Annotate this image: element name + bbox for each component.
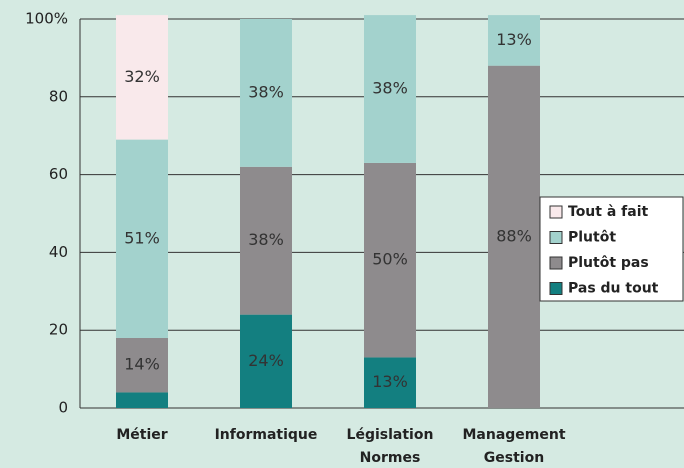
x-tick-line: Métier xyxy=(116,427,167,443)
legend-swatch xyxy=(549,205,563,219)
legend-box xyxy=(539,196,684,302)
x-tick-label: Management Gestion xyxy=(462,427,565,466)
bar-segment xyxy=(364,162,416,358)
legend-label: Plutôt xyxy=(568,230,616,246)
y-tick-label: 0 xyxy=(58,399,68,417)
legend-label: Tout à fait xyxy=(568,204,649,220)
legend-swatch xyxy=(549,282,563,295)
data-label: 24% xyxy=(248,351,284,370)
bar-segment xyxy=(240,166,292,315)
legend-label: Plutôt pas xyxy=(568,255,649,271)
data-label: 13% xyxy=(372,372,408,391)
x-tick-line: Législation xyxy=(347,427,434,443)
bar-segment xyxy=(364,15,416,163)
bar-segment xyxy=(364,357,416,408)
bar-segment xyxy=(488,65,540,409)
y-tick-label: 20 xyxy=(49,321,68,339)
bar-segment xyxy=(116,337,168,393)
data-label: 38% xyxy=(372,79,408,98)
legend-label: Pas du tout xyxy=(568,281,659,297)
x-tick-label: Informatique xyxy=(215,427,318,443)
data-label: 14% xyxy=(124,355,160,374)
data-label: 38% xyxy=(248,230,284,249)
data-label: 51% xyxy=(124,228,160,247)
y-tick-label: 80 xyxy=(49,87,68,105)
bar-segment xyxy=(240,314,292,408)
bar-segment xyxy=(116,392,168,408)
x-tick-label: Législation Normes xyxy=(347,427,434,466)
legend-swatch xyxy=(549,231,563,244)
bar-segment xyxy=(116,15,168,140)
data-label: 32% xyxy=(124,67,160,86)
x-tick-line: Management xyxy=(462,427,565,443)
data-label: 50% xyxy=(372,250,408,269)
x-tick-line: Gestion xyxy=(484,450,544,466)
x-tick-line: Normes xyxy=(360,450,421,466)
bar-segment xyxy=(240,19,292,167)
data-label: 13% xyxy=(496,30,532,49)
data-label: 88% xyxy=(496,226,532,245)
bar-segment xyxy=(488,15,540,66)
y-tick-label: 60 xyxy=(49,165,68,183)
y-tick-label: 40 xyxy=(49,243,68,261)
bar-segment xyxy=(116,139,168,338)
x-tick-line: Informatique xyxy=(215,427,318,443)
x-tick-label: Métier xyxy=(116,427,167,443)
y-tick-label: 100% xyxy=(25,10,68,28)
legend-swatch xyxy=(549,256,563,270)
data-label: 38% xyxy=(248,82,284,101)
